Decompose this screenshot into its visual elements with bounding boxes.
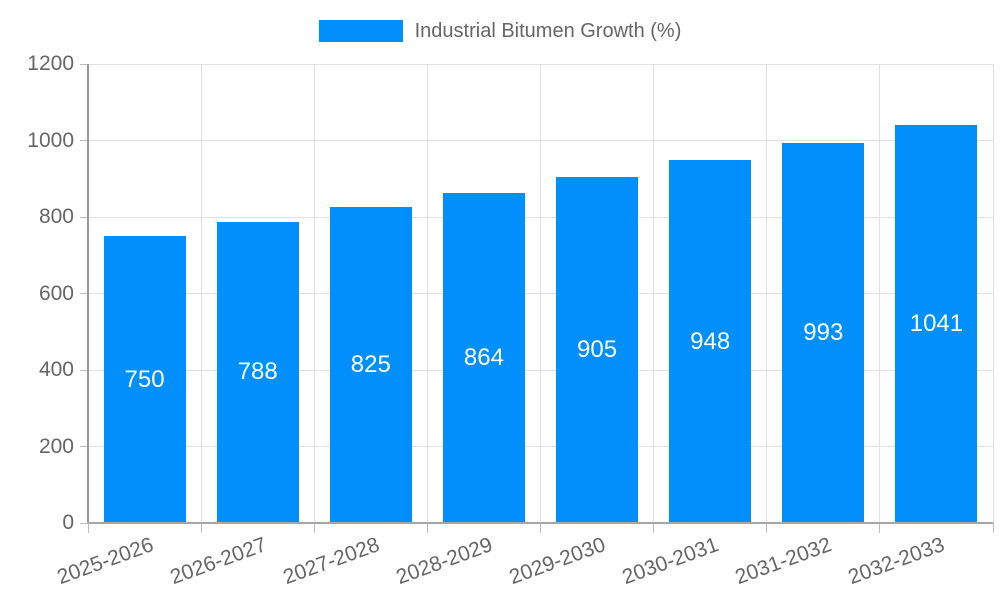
bar-value-label: 864 bbox=[463, 343, 504, 371]
y-tick-mark bbox=[80, 140, 88, 141]
y-axis-tick-label: 0 bbox=[62, 511, 74, 534]
bar-value-label: 788 bbox=[237, 358, 278, 386]
x-axis-line bbox=[88, 522, 993, 524]
bar[interactable]: 788 bbox=[216, 221, 299, 523]
x-axis-tick-label: 2030-2031 bbox=[619, 533, 722, 590]
x-axis-tick-label: 2032-2033 bbox=[845, 533, 948, 590]
bar[interactable]: 825 bbox=[329, 207, 412, 523]
bar-value-label: 993 bbox=[803, 319, 844, 347]
y-tick-mark bbox=[80, 522, 88, 524]
x-axis-tick-label: 2031-2032 bbox=[732, 533, 835, 590]
x-tick-mark bbox=[426, 523, 428, 533]
x-axis-tick-label: 2028-2029 bbox=[393, 533, 496, 590]
gridline-vertical bbox=[653, 64, 655, 523]
y-axis-line bbox=[87, 64, 89, 523]
x-axis-tick-label: 2027-2028 bbox=[280, 533, 383, 590]
gridline-vertical bbox=[540, 64, 541, 523]
bar-value-label: 750 bbox=[124, 365, 165, 393]
x-tick-mark bbox=[200, 523, 202, 533]
bar[interactable]: 905 bbox=[556, 176, 639, 523]
y-tick-mark bbox=[80, 216, 88, 218]
x-tick-mark bbox=[992, 523, 994, 533]
x-tick-mark bbox=[653, 523, 655, 533]
x-axis-tick-label: 2026-2027 bbox=[166, 533, 270, 590]
bar[interactable]: 993 bbox=[782, 143, 865, 523]
bar[interactable]: 948 bbox=[669, 160, 752, 523]
y-tick-mark bbox=[80, 63, 88, 65]
legend-swatch bbox=[318, 20, 403, 42]
gridline-vertical bbox=[200, 64, 202, 523]
x-axis-tick-label: 2029-2030 bbox=[506, 533, 609, 590]
gridline-vertical bbox=[766, 64, 768, 523]
bar-value-label: 825 bbox=[350, 351, 391, 379]
x-tick-mark bbox=[766, 523, 768, 533]
y-tick-mark bbox=[80, 293, 88, 294]
y-axis-tick-label: 200 bbox=[38, 434, 74, 458]
y-axis-tick-label: 1000 bbox=[27, 128, 74, 152]
y-tick-mark bbox=[80, 446, 88, 447]
y-tick-mark bbox=[80, 369, 88, 371]
gridline-vertical bbox=[992, 64, 994, 523]
bar-value-label: 948 bbox=[690, 327, 731, 355]
bar-value-label: 905 bbox=[577, 335, 618, 363]
bar[interactable]: 1041 bbox=[895, 124, 978, 523]
x-tick-mark bbox=[87, 523, 89, 533]
chart-legend[interactable]: Industrial Bitumen Growth (%) bbox=[0, 17, 1000, 45]
gridline-vertical bbox=[879, 64, 881, 523]
x-axis-tick-label: 2025-2026 bbox=[53, 533, 157, 590]
y-axis-tick-label: 400 bbox=[38, 358, 74, 381]
x-tick-mark bbox=[879, 523, 881, 533]
gridline-vertical bbox=[426, 64, 428, 523]
y-axis-tick-label: 800 bbox=[38, 205, 74, 228]
x-tick-mark bbox=[540, 523, 541, 533]
legend-label: Industrial Bitumen Growth (%) bbox=[414, 19, 682, 42]
x-tick-mark bbox=[313, 523, 315, 533]
bar[interactable]: 750 bbox=[103, 236, 186, 523]
bar-value-label: 1041 bbox=[909, 309, 964, 337]
bar[interactable]: 864 bbox=[442, 192, 525, 523]
y-axis-tick-label: 600 bbox=[38, 281, 74, 305]
y-axis-tick-label: 1200 bbox=[27, 52, 74, 75]
gridline-vertical bbox=[313, 64, 315, 523]
